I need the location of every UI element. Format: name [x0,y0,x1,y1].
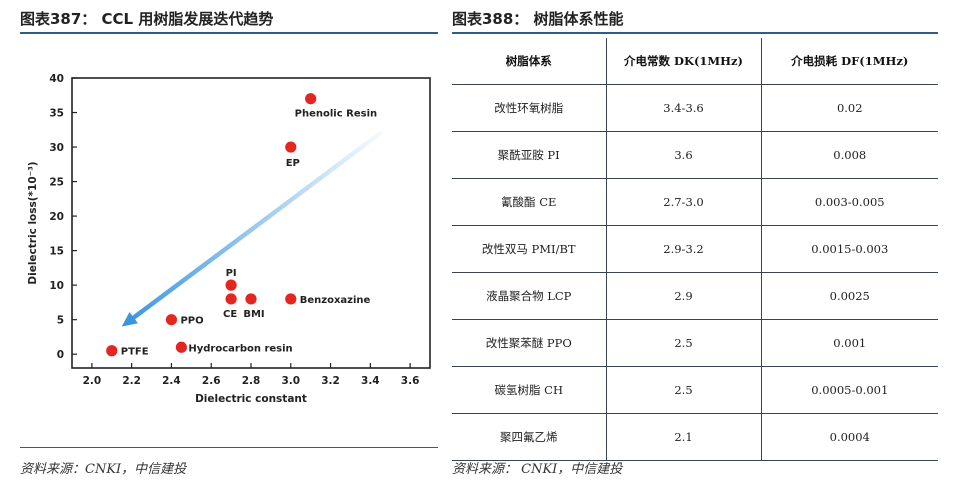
cell-df-value: 0.02 [760,84,938,132]
y-tick-label: 30 [49,142,64,154]
data-point-marker [305,93,317,105]
cell-df-value: 0.0004 [760,413,938,461]
y-tick-label: 10 [49,280,64,292]
cell-df-value: 0.0005-0.001 [760,366,938,414]
data-point-label: PPO [180,316,203,327]
y-tick-label: 40 [49,73,64,85]
data-point-label: BMI [243,309,264,320]
cell-dk-value: 3.4-3.6 [605,84,761,132]
x-tick-label: 2.2 [122,375,141,387]
right-figure-title: 图表388： 树脂体系性能 [452,10,624,28]
cell-dk-value: 2.5 [605,319,761,367]
table-row: 聚四氟乙烯 2.1 0.0004 [452,413,938,461]
table-row: 改性环氧树脂 3.4-3.6 0.02 [452,84,938,132]
resin-properties-table: 树脂体系 介电常数 DK(1MHz) 介电损耗 DF(1MHz) 改性环氧树脂 3… [452,38,938,461]
cell-dk-value: 2.1 [605,413,761,461]
left-source-note: 资料来源：CNKI，中信建投 [20,462,187,477]
header-resin-system: 树脂体系 [452,38,606,85]
table-row: 碳氢树脂 CH 2.5 0.0005-0.001 [452,366,938,414]
resin-table-container: 树脂体系 介电常数 DK(1MHz) 介电损耗 DF(1MHz) 改性环氧树脂 3… [452,38,938,461]
x-tick-label: 2.4 [162,375,181,387]
y-tick-label: 15 [49,246,64,258]
data-point-marker [225,293,237,305]
cell-df-value: 0.0015-0.003 [760,225,938,273]
data-point-marker [245,293,257,305]
cell-df-value: 0.008 [760,131,938,179]
cell-df-value: 0.003-0.005 [760,178,938,226]
x-tick-label: 3.2 [321,375,340,387]
data-point-label: PI [226,268,237,279]
y-tick-label: 5 [57,315,64,327]
arrow-head [121,311,138,327]
cell-resin-name: 改性聚苯醚 PPO [452,319,606,367]
y-axis-label: Dielectric loss(*10⁻³) [27,161,39,284]
x-tick-label: 2.8 [242,375,261,387]
table-row: 改性双马 PMI/BT 2.9-3.2 0.0015-0.003 [452,225,938,273]
cell-df-value: 0.001 [760,319,938,367]
left-bottom-rule [20,447,438,448]
table-row: 氰酸酯 CE 2.7-3.0 0.003-0.005 [452,178,938,226]
data-point-label: PTFE [121,347,149,358]
cell-resin-name: 液晶聚合物 LCP [452,272,606,320]
y-axis: 0 5 10 15 20 25 30 35 40 [49,73,77,361]
data-point-label: Hydrocarbon resin [188,343,292,354]
cell-df-value: 0.0025 [760,272,938,320]
header-dielectric-constant: 介电常数 DK(1MHz) [605,38,761,85]
cell-dk-value: 2.9 [605,272,761,320]
cell-resin-name: 氰酸酯 CE [452,178,606,226]
y-tick-label: 20 [49,211,64,223]
table-header-row: 树脂体系 介电常数 DK(1MHz) 介电损耗 DF(1MHz) [452,38,938,85]
chart-background [20,40,438,440]
cell-dk-value: 3.6 [605,131,761,179]
table-row: 聚酰亚胺 PI 3.6 0.008 [452,131,938,179]
data-point-marker [225,279,237,291]
x-tick-label: 3.0 [281,375,300,387]
data-points: PTFE PPO Hydrocarbon resin PI CE BMI Benzoxazi… [106,93,377,358]
cell-resin-name: 碳氢树脂 CH [452,366,606,414]
y-tick-label: 0 [57,349,64,361]
scatter-chart: 0 5 10 15 20 25 30 35 40 2.0 2.2 2.4 2.6 2.8 3.0 3.2 3.… [20,40,438,440]
arrow-shaft [131,130,383,320]
table-row: 液晶聚合物 LCP 2.9 0.0025 [452,272,938,320]
data-point-label: CE [223,309,237,320]
data-point-marker [175,341,187,353]
x-axis: 2.0 2.2 2.4 2.6 2.8 3.0 3.2 3.4 3.6 [83,363,420,387]
data-point-marker [285,293,297,305]
cell-dk-value: 2.9-3.2 [605,225,761,273]
data-point-marker [106,345,118,357]
cell-resin-name: 改性环氧树脂 [494,101,564,115]
cell-dk-value: 2.5 [605,366,761,414]
data-point-label: Phenolic Resin [295,109,377,120]
trend-arrow [121,130,383,327]
x-tick-label: 3.4 [361,375,380,387]
y-tick-label: 25 [49,177,64,189]
x-axis-label: Dielectric constant [195,393,307,405]
x-tick-label: 2.6 [202,375,221,387]
left-title-rule [20,32,438,34]
data-point-marker [285,141,297,153]
data-point-marker [165,314,178,326]
x-tick-label: 2.0 [83,375,102,387]
y-tick-label: 35 [49,108,64,120]
table-row: 改性聚苯醚 PPO 2.5 0.001 [452,319,938,367]
left-figure-title: 图表387： CCL 用树脂发展迭代趋势 [20,10,274,28]
data-point-label: Benzoxazine [300,295,371,306]
x-tick-label: 3.6 [401,375,420,387]
cell-resin-name: 聚四氟乙烯 [452,413,606,461]
cell-resin-name: 改性双马 PMI/BT [452,225,606,273]
right-title-rule [452,32,938,34]
header-dielectric-loss: 介电损耗 DF(1MHz) [760,38,938,85]
data-point-label: EP [286,158,300,169]
cell-resin-name: 聚酰亚胺 PI [452,131,606,179]
right-source-note: 资料来源： CNKI，中信建投 [452,462,623,477]
cell-dk-value: 2.7-3.0 [605,178,761,226]
